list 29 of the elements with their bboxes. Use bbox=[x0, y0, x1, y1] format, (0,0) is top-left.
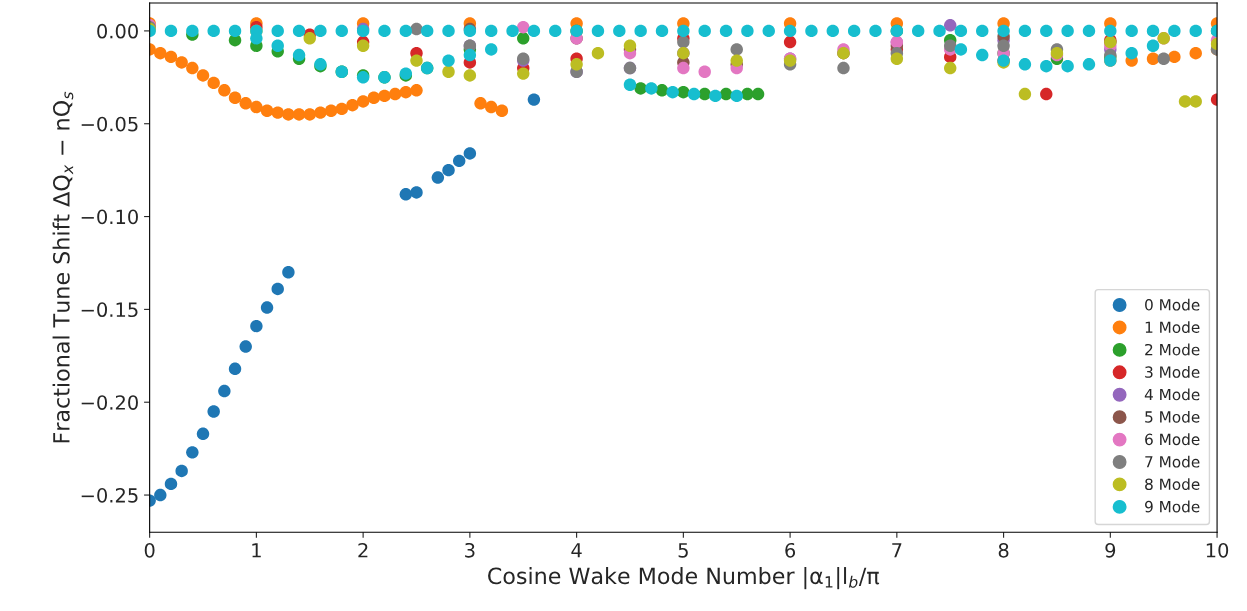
y-tick-label: −0.25 bbox=[81, 488, 138, 503]
x-tick-label: 5 bbox=[678, 543, 688, 558]
x-tick-label: 9 bbox=[1105, 542, 1116, 558]
x-tick-label: 1 bbox=[252, 543, 261, 558]
y-tick-label: −0.20 bbox=[81, 395, 138, 410]
legend-label: 1 Mode bbox=[1145, 321, 1200, 334]
legend-label: 2 Mode bbox=[1145, 343, 1200, 356]
legend-label: 8 Mode bbox=[1145, 478, 1200, 490]
x-tick-label: 10 bbox=[1206, 542, 1229, 558]
y-tick-label: −0.10 bbox=[81, 209, 138, 225]
legend-label: 6 Mode bbox=[1145, 433, 1200, 446]
x-tick-label: 0 bbox=[144, 542, 155, 558]
legend-label: 3 Mode bbox=[1145, 366, 1200, 378]
x-tick-label: 6 bbox=[785, 542, 796, 558]
x-tick-label: 2 bbox=[358, 542, 368, 558]
x-axis-title: Cosine Wake Mode Number |α$_{1}$|l$_{b}$/π bbox=[488, 566, 880, 590]
legend-label: 9 Mode bbox=[1145, 500, 1200, 513]
legend-label: 4 Mode bbox=[1144, 388, 1200, 401]
legend-label: 7 Mode bbox=[1145, 455, 1200, 468]
y-tick-label: 0.00 bbox=[97, 23, 138, 39]
y-tick-label: −0.05 bbox=[81, 116, 138, 132]
x-tick-label: 4 bbox=[571, 543, 582, 558]
y-axis-title: Fractional Tune Shift ΔQ$_{x}$ − nQ$_{s}$ bbox=[52, 91, 74, 443]
x-tick-label: 7 bbox=[892, 543, 902, 558]
y-tick-label: −0.15 bbox=[81, 302, 138, 318]
legend-label: 0 Mode bbox=[1145, 298, 1200, 311]
x-tick-label: 3 bbox=[465, 542, 475, 558]
legend-label: 5 Mode bbox=[1145, 410, 1200, 423]
x-tick-label: 8 bbox=[998, 542, 1009, 558]
